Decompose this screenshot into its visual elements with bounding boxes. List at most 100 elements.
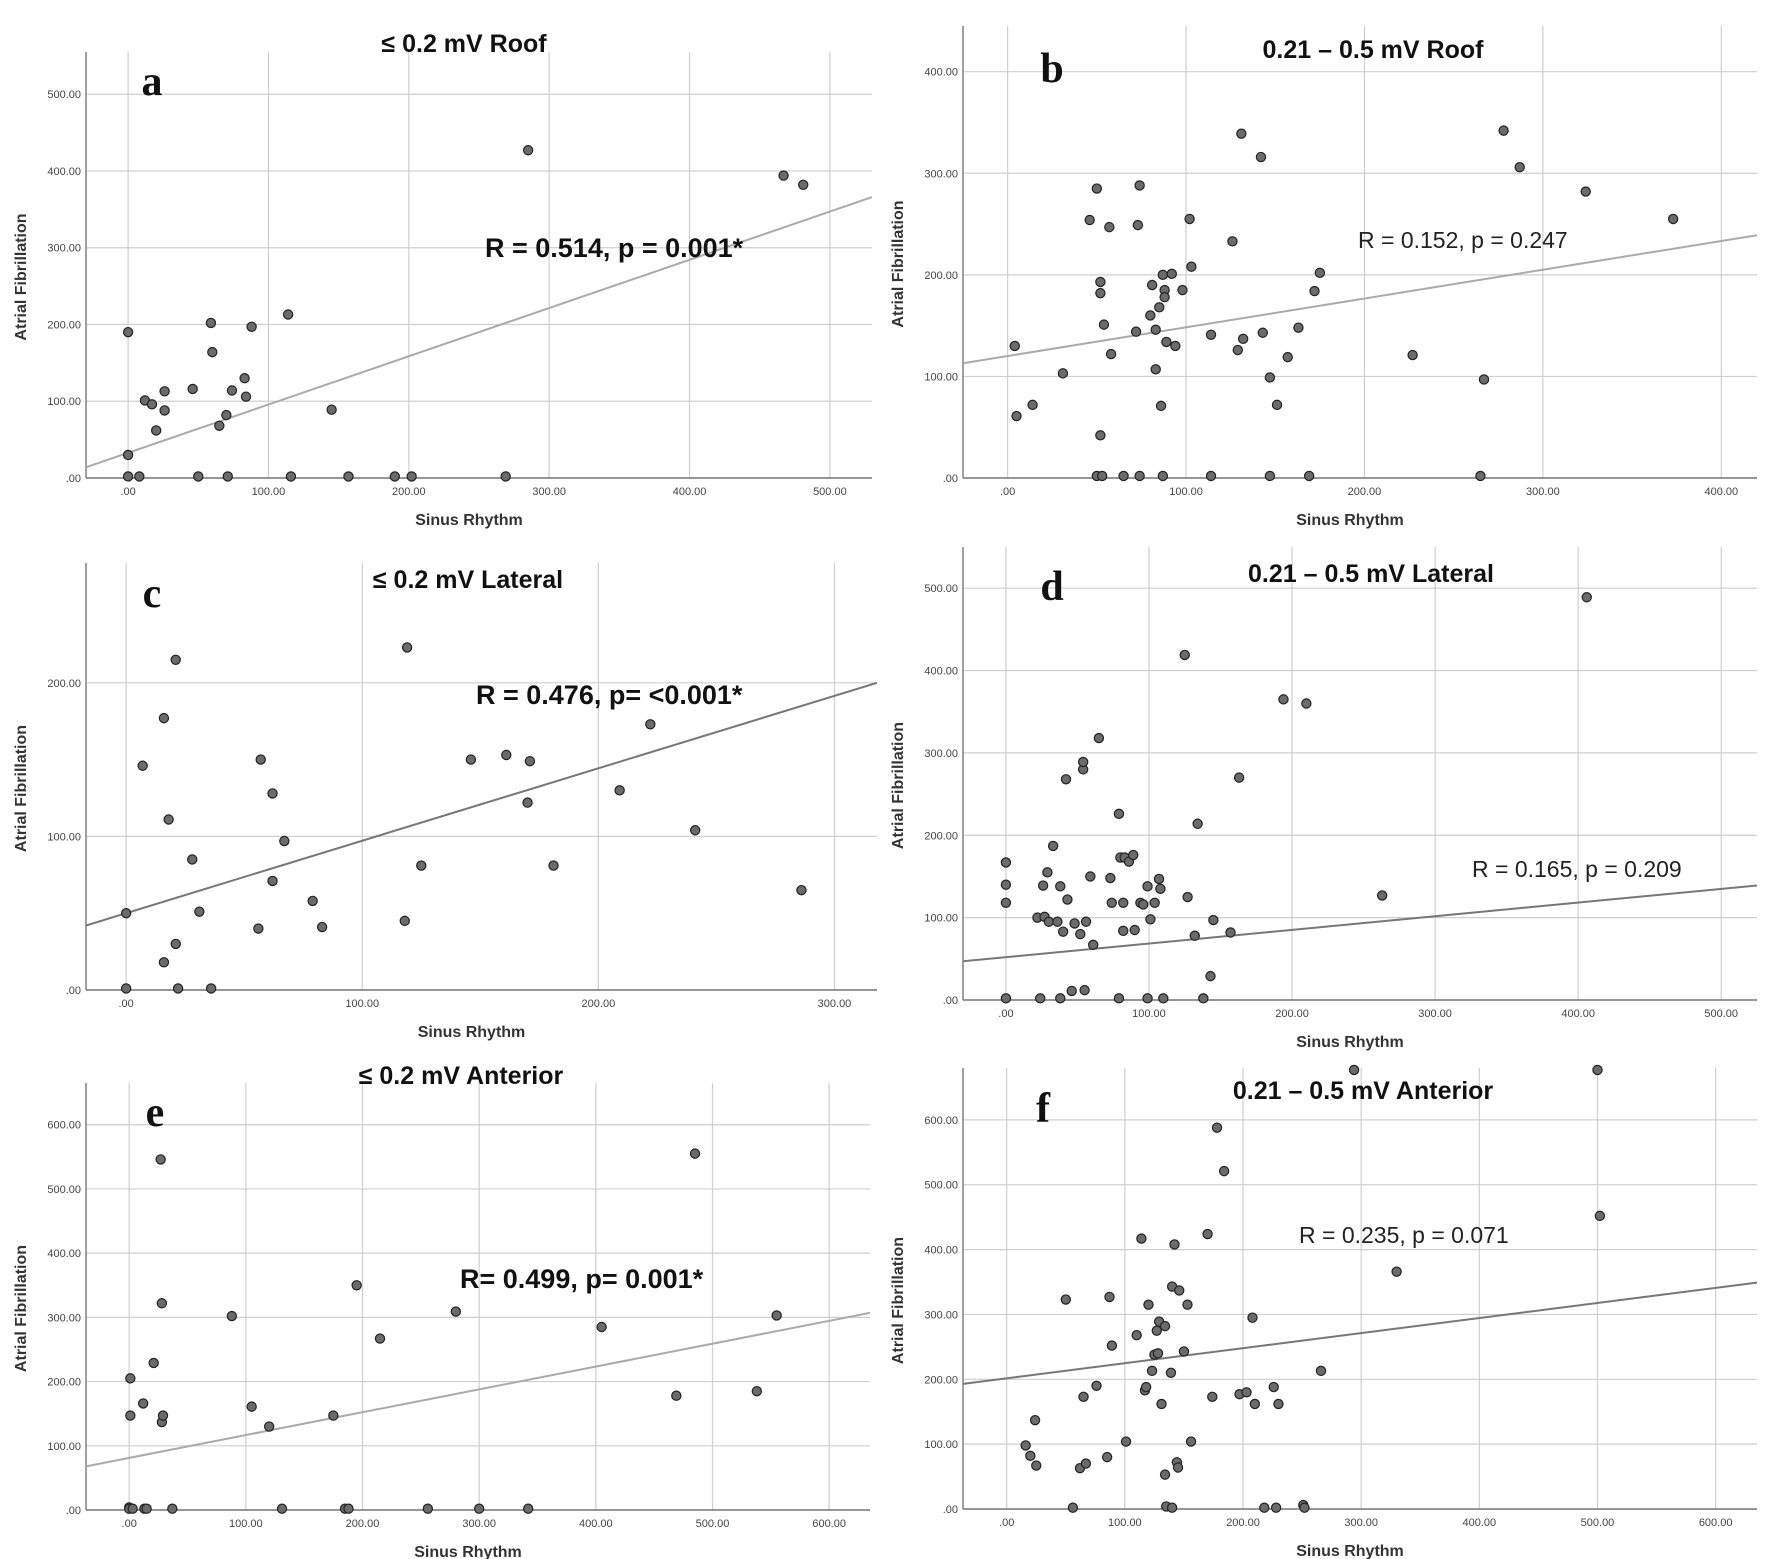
data-point	[1047, 840, 1059, 852]
y-tick-label: 100.00	[47, 1441, 81, 1453]
data-point	[1143, 1299, 1154, 1310]
data-point	[1249, 1398, 1261, 1410]
panel-letter: e	[146, 1090, 165, 1136]
y-tick-label: 300.00	[47, 1312, 81, 1324]
data-point	[1152, 1348, 1164, 1359]
data-point	[1170, 340, 1181, 352]
data-point	[1299, 1502, 1310, 1513]
data-point	[1185, 1436, 1197, 1447]
correlation-annotation: R = 0.235, p = 0.071	[1299, 1222, 1509, 1248]
y-tick-label: 400.00	[924, 67, 958, 79]
data-point	[1095, 276, 1106, 288]
data-point	[1225, 927, 1236, 938]
fit-line	[86, 681, 877, 927]
data-point	[1182, 1299, 1193, 1310]
data-point	[134, 471, 145, 482]
data-point	[1091, 1380, 1102, 1391]
data-point	[1106, 1340, 1118, 1351]
data-point	[267, 788, 278, 799]
panel-c: .00 100.00 200.00 300.00 .00 100.00 200.00 Sinu…	[13, 563, 877, 1041]
data-point	[263, 1421, 275, 1432]
panel-letter: d	[1040, 564, 1063, 610]
data-point	[125, 1410, 136, 1421]
data-point	[1166, 268, 1177, 280]
data-point	[1376, 890, 1388, 901]
x-tick-label: 200.00	[346, 1518, 380, 1530]
data-point	[1271, 399, 1283, 411]
y-tick-label: 100.00	[924, 371, 958, 383]
data-point	[137, 1398, 149, 1409]
data-point	[1172, 1462, 1184, 1473]
y-tick-label: 100.00	[924, 1439, 958, 1451]
panel-b: .00 100.00 200.00 300.00 400.00 .00 100.00 200.…	[890, 26, 1757, 529]
data-point	[751, 1386, 763, 1397]
data-point	[1078, 1391, 1089, 1403]
data-point	[267, 875, 278, 887]
chart-title: ≤ 0.2 mV Roof	[381, 30, 547, 58]
y-tick-label: 600.00	[47, 1120, 81, 1132]
data-point	[1205, 970, 1216, 982]
data-point	[343, 471, 354, 482]
data-point	[1129, 924, 1140, 936]
data-point	[122, 471, 134, 482]
y-axis-title: Atrial Fibrillation	[13, 1245, 30, 1372]
data-point	[239, 373, 250, 384]
data-point	[1060, 774, 1072, 785]
data-point	[1113, 808, 1125, 820]
data-point	[1118, 897, 1129, 909]
data-point	[1069, 918, 1080, 929]
data-point	[137, 760, 148, 771]
data-point	[120, 908, 132, 919]
data-point	[1202, 1228, 1213, 1240]
data-point	[1140, 1381, 1152, 1393]
x-tick-label: 500.00	[1704, 1008, 1738, 1020]
data-point	[246, 321, 257, 332]
data-point	[465, 754, 477, 765]
data-point	[1066, 985, 1077, 997]
data-point	[1095, 430, 1106, 441]
x-tick-label: 600.00	[812, 1518, 846, 1530]
data-point	[150, 425, 162, 436]
data-point	[596, 1321, 607, 1333]
data-point	[1259, 1502, 1270, 1513]
data-point	[1227, 236, 1238, 247]
data-point	[1182, 891, 1193, 903]
data-point	[282, 309, 294, 320]
x-tick-label: 400.00	[1704, 486, 1738, 498]
x-tick-label: 400.00	[673, 486, 707, 498]
data-point	[1237, 333, 1249, 345]
data-point	[226, 1310, 238, 1322]
y-tick-label: 400.00	[924, 1245, 958, 1257]
x-tick-label: 200.00	[1275, 1008, 1309, 1020]
data-point	[1130, 326, 1142, 337]
data-point	[1169, 1239, 1180, 1250]
x-tick-label: .00	[1000, 486, 1015, 498]
panel-f: .00 100.00 200.00 300.00 400.00 500.00 600.00.…	[890, 1064, 1757, 1559]
data-point	[1247, 1312, 1258, 1323]
x-tick-label: 100.00	[1132, 1008, 1166, 1020]
data-point	[1052, 916, 1063, 927]
data-point	[1348, 1064, 1360, 1076]
x-axis-title: Sinus Rhythm	[415, 512, 523, 529]
data-point	[1208, 914, 1219, 926]
data-point	[548, 860, 559, 871]
data-point	[1153, 873, 1165, 885]
data-point	[1087, 939, 1099, 951]
data-point	[125, 1373, 136, 1384]
data-point	[343, 1503, 354, 1514]
data-point	[279, 835, 290, 847]
data-point	[1179, 649, 1190, 661]
y-tick-label: 300.00	[47, 243, 81, 255]
x-tick-label: .00	[120, 486, 135, 498]
x-tick-label: 300.00	[1344, 1517, 1378, 1529]
x-axis-title: Sinus Rhythm	[1296, 1543, 1404, 1559]
data-point	[1000, 879, 1012, 890]
y-tick-label: 500.00	[47, 89, 81, 101]
data-point	[1118, 925, 1129, 937]
y-tick-label: 200.00	[47, 319, 81, 331]
data-point	[1067, 1502, 1079, 1513]
chart-title: 0.21 – 0.5 mV Anterior	[1233, 1077, 1494, 1105]
data-point	[1151, 1325, 1162, 1336]
data-point	[1273, 1398, 1284, 1410]
data-point	[1104, 221, 1115, 233]
